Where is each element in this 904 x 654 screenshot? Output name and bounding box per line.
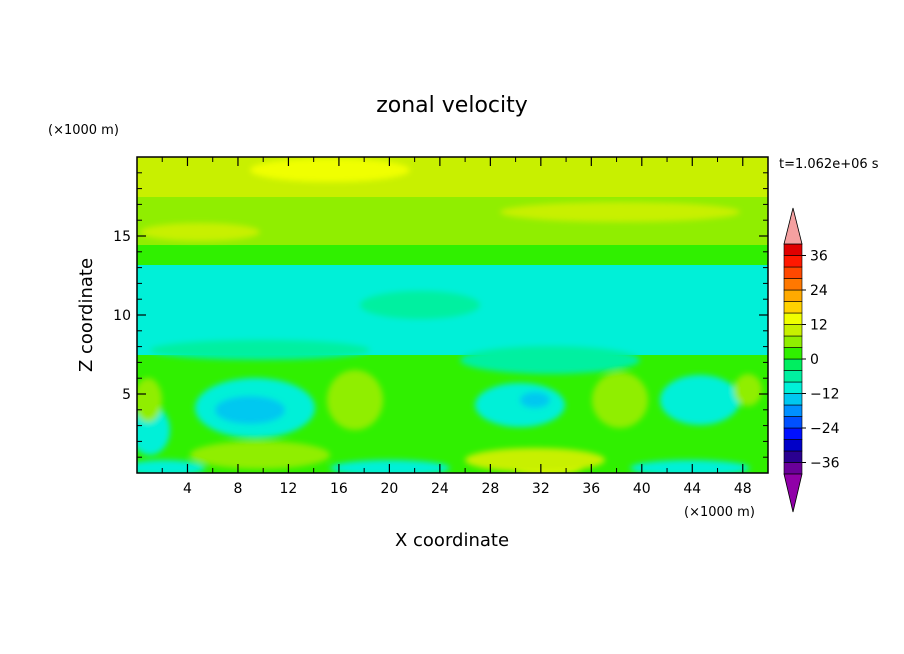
colorbar-band bbox=[783, 255, 803, 268]
colorbar-band bbox=[783, 312, 803, 325]
colorbar-tick-label: −12 bbox=[810, 387, 840, 403]
field-patch-upper-green bbox=[500, 202, 740, 222]
x-tick-label: 48 bbox=[734, 481, 752, 497]
colorbar-band bbox=[783, 416, 803, 429]
colorbar-band bbox=[783, 381, 803, 394]
field-patch-bottom-green bbox=[190, 441, 330, 469]
x-tick-label: 20 bbox=[380, 481, 398, 497]
y-tick-label: 10 bbox=[113, 308, 131, 324]
colorbar-tick-label: 24 bbox=[810, 283, 828, 299]
colorbar-band bbox=[783, 393, 803, 406]
colorbar-over-triangle bbox=[783, 207, 803, 245]
field-patch-upper-yellow bbox=[250, 158, 410, 182]
field-patch-bottom-cyan-right bbox=[630, 460, 750, 473]
field-patch-mid-green-3 bbox=[150, 340, 370, 360]
x-axis-unit-label: (×1000 m) bbox=[684, 505, 755, 520]
colorbar-under-triangle bbox=[783, 473, 803, 513]
colorbar-band bbox=[783, 358, 803, 371]
field-patch-upper-left bbox=[140, 223, 260, 241]
field-patch-mid-green-2 bbox=[460, 346, 640, 374]
field-patch-blue-left bbox=[215, 396, 285, 424]
field-patch-bottom-light bbox=[465, 448, 605, 472]
colorbar-tick-label: 36 bbox=[810, 249, 828, 265]
colorbar-band bbox=[783, 462, 803, 475]
colorbar: 36 24 12 0 −12 −24 −36 bbox=[783, 207, 840, 513]
x-tick-label: 32 bbox=[532, 481, 550, 497]
colorbar-band bbox=[783, 289, 803, 302]
x-tick-label: 16 bbox=[330, 481, 348, 497]
y-axis-unit-label: (×1000 m) bbox=[48, 123, 119, 138]
y-ticks: 5 10 15 bbox=[113, 172, 768, 458]
colorbar-band bbox=[783, 335, 803, 348]
colorbar-band bbox=[783, 347, 803, 360]
colorbar-band bbox=[783, 427, 803, 440]
field-patch-blue-mid bbox=[520, 392, 550, 408]
y-tick-label: 5 bbox=[122, 387, 131, 403]
x-tick-label: 4 bbox=[183, 481, 192, 497]
colorbar-tick-label: −36 bbox=[810, 456, 840, 472]
x-tick-label: 8 bbox=[233, 481, 242, 497]
colorbar-band bbox=[783, 439, 803, 452]
field-patch-green-far-left bbox=[137, 378, 162, 422]
y-axis-title: Z coordinate bbox=[76, 258, 97, 372]
colorbar-band bbox=[783, 404, 803, 417]
field-patch-green-right bbox=[592, 372, 648, 428]
field-patch-green-far-right bbox=[734, 374, 762, 406]
colorbar-tick-label: 12 bbox=[810, 318, 828, 334]
colorbar-band bbox=[783, 243, 803, 256]
velocity-contour-field bbox=[137, 157, 768, 473]
y-tick-label: 15 bbox=[113, 229, 131, 245]
x-tick-label: 40 bbox=[633, 481, 651, 497]
field-band-upper-light bbox=[137, 157, 768, 197]
field-patch-cyan-mid bbox=[475, 383, 565, 427]
colorbar-band bbox=[783, 370, 803, 383]
colorbar-tick-label: −24 bbox=[810, 421, 840, 437]
x-tick-label: 36 bbox=[582, 481, 600, 497]
x-axis-title: X coordinate bbox=[395, 530, 509, 551]
colorbar-band bbox=[783, 301, 803, 314]
x-tick-label: 44 bbox=[683, 481, 701, 497]
field-patch-green-left bbox=[327, 370, 383, 430]
colorbar-band bbox=[783, 266, 803, 279]
x-ticks: 4 8 12 16 20 24 28 32 36 40 44 48 bbox=[161, 157, 752, 497]
x-tick-label: 12 bbox=[280, 481, 298, 497]
colorbar-band bbox=[783, 324, 803, 337]
colorbar-band bbox=[783, 450, 803, 463]
x-tick-label: 24 bbox=[431, 481, 449, 497]
field-patch-cyan-right bbox=[660, 375, 740, 425]
field-patch-mid-green bbox=[360, 291, 480, 319]
chart-title: zonal velocity bbox=[376, 93, 528, 118]
colorbar-tick-label: 0 bbox=[810, 352, 819, 368]
x-tick-label: 28 bbox=[481, 481, 499, 497]
colorbar-band bbox=[783, 278, 803, 291]
time-label: t=1.062e+06 s bbox=[779, 157, 879, 172]
